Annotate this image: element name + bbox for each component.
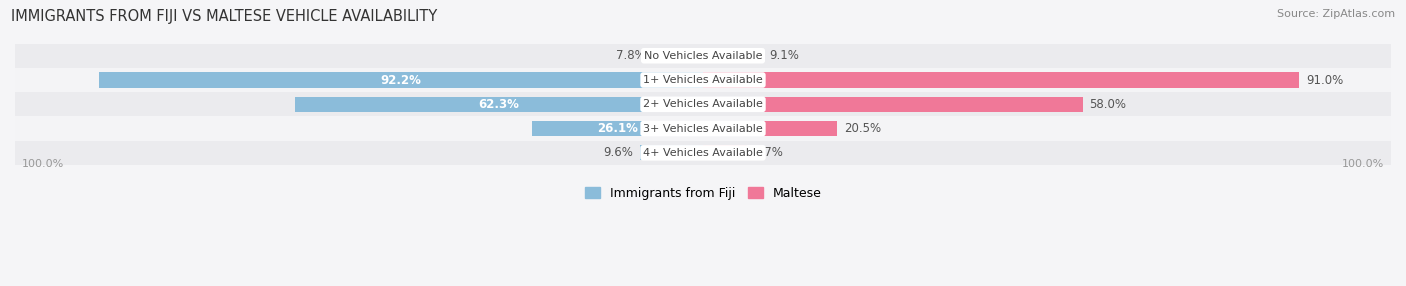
Text: 91.0%: 91.0% <box>1306 74 1343 86</box>
Bar <box>98 72 703 88</box>
Text: No Vehicles Available: No Vehicles Available <box>644 51 762 61</box>
Text: 62.3%: 62.3% <box>478 98 519 111</box>
Bar <box>703 72 1299 88</box>
Bar <box>295 97 703 112</box>
Bar <box>15 92 1391 116</box>
Bar <box>15 141 1391 165</box>
Bar <box>703 145 747 160</box>
Text: 6.7%: 6.7% <box>754 146 783 159</box>
Bar <box>703 121 838 136</box>
Text: 4+ Vehicles Available: 4+ Vehicles Available <box>643 148 763 158</box>
Bar <box>15 116 1391 141</box>
Bar <box>640 145 703 160</box>
Text: 20.5%: 20.5% <box>844 122 882 135</box>
Text: 2+ Vehicles Available: 2+ Vehicles Available <box>643 99 763 109</box>
Text: 26.1%: 26.1% <box>598 122 638 135</box>
Bar <box>531 121 703 136</box>
Text: 3+ Vehicles Available: 3+ Vehicles Available <box>643 124 763 134</box>
Text: 100.0%: 100.0% <box>21 159 63 169</box>
Text: Source: ZipAtlas.com: Source: ZipAtlas.com <box>1277 9 1395 19</box>
Text: 7.8%: 7.8% <box>616 49 645 62</box>
Text: 58.0%: 58.0% <box>1090 98 1126 111</box>
Bar <box>703 48 762 63</box>
Text: 100.0%: 100.0% <box>1343 159 1385 169</box>
Text: 9.1%: 9.1% <box>769 49 799 62</box>
Text: 92.2%: 92.2% <box>381 74 422 86</box>
Bar <box>15 68 1391 92</box>
Bar <box>703 97 1083 112</box>
Bar <box>15 43 1391 68</box>
Bar <box>652 48 703 63</box>
Text: 9.6%: 9.6% <box>603 146 634 159</box>
Legend: Immigrants from Fiji, Maltese: Immigrants from Fiji, Maltese <box>579 182 827 205</box>
Text: 1+ Vehicles Available: 1+ Vehicles Available <box>643 75 763 85</box>
Text: IMMIGRANTS FROM FIJI VS MALTESE VEHICLE AVAILABILITY: IMMIGRANTS FROM FIJI VS MALTESE VEHICLE … <box>11 9 437 23</box>
